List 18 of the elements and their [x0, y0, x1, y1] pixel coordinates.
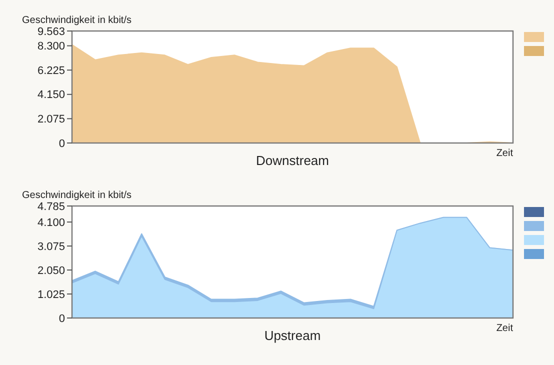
y-axis-title: Geschwindigkeit in kbit/s	[22, 190, 132, 201]
y-tick-label: 2.075	[37, 114, 65, 126]
y-tick-label: 3.075	[37, 240, 65, 253]
y-tick-label: 4.100	[37, 216, 65, 229]
x-axis-title: Zeit	[496, 323, 514, 334]
text: Upstream	[264, 328, 321, 343]
y-tick-label: 6.225	[37, 64, 65, 77]
y-axis-title: Geschwindigkeit in kbit/s	[22, 15, 132, 26]
y-tick-label: 1.025	[37, 288, 65, 301]
y-tick-label: 2.050	[37, 264, 65, 277]
y-tick-label: 8.300	[37, 40, 65, 53]
y-tick-label: 0	[58, 312, 65, 325]
y-tick-label: 9.563	[37, 26, 65, 38]
x-axis-title: Zeit	[496, 148, 514, 159]
y-tick-label: 0	[58, 138, 65, 150]
text: Downstream	[256, 153, 329, 168]
y-tick-label: 4.150	[37, 89, 65, 102]
y-tick-label: 4.785	[37, 200, 65, 213]
